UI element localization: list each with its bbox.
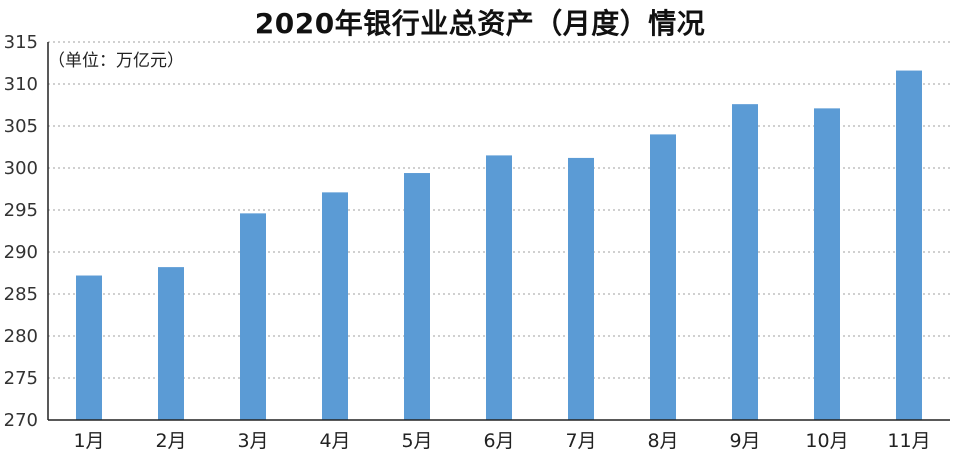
y-tick-label: 275 (4, 368, 38, 389)
y-tick-label: 310 (4, 74, 38, 95)
x-tick-label: 8月 (647, 430, 678, 452)
x-tick-label: 6月 (483, 430, 514, 452)
y-tick-label: 270 (4, 410, 38, 431)
y-tick-label: 305 (4, 116, 38, 137)
bar-2 (158, 267, 184, 420)
bar-6 (486, 155, 512, 420)
unit-note: （单位：万亿元） (48, 51, 184, 71)
bar-8 (650, 134, 676, 420)
bar-9 (732, 104, 758, 420)
bar-11 (896, 70, 922, 420)
x-tick-label: 3月 (237, 430, 268, 452)
bars (76, 70, 922, 421)
x-tick-label: 1月 (73, 430, 104, 452)
x-tick-label: 7月 (565, 430, 596, 452)
bar-7 (568, 157, 594, 421)
chart-title: 2020年银行业总资产（月度）情况 (254, 7, 706, 40)
bar-5 (404, 173, 430, 420)
y-tick-label: 315 (4, 32, 38, 53)
y-tick-label: 295 (4, 200, 38, 221)
y-tick-label: 290 (4, 242, 38, 263)
bar-10 (814, 108, 840, 421)
x-tick-label: 9月 (729, 430, 760, 452)
y-tick-label: 285 (4, 284, 38, 305)
bar-4 (322, 192, 348, 420)
x-tick-label: 5月 (401, 430, 432, 452)
axes: 270 275 280 285 290 295 300 305 310 315 1月 2月 3月 4月 5月… (4, 32, 950, 452)
x-tick-label: 2月 (155, 430, 186, 452)
y-tick-label: 300 (4, 158, 38, 179)
y-tick-label: 280 (4, 326, 38, 347)
bar-1 (76, 275, 102, 420)
x-tick-label: 4月 (319, 430, 350, 452)
x-tick-label: 10月 (805, 430, 848, 452)
bar-3 (240, 213, 266, 420)
x-tick-label: 11月 (887, 430, 930, 452)
